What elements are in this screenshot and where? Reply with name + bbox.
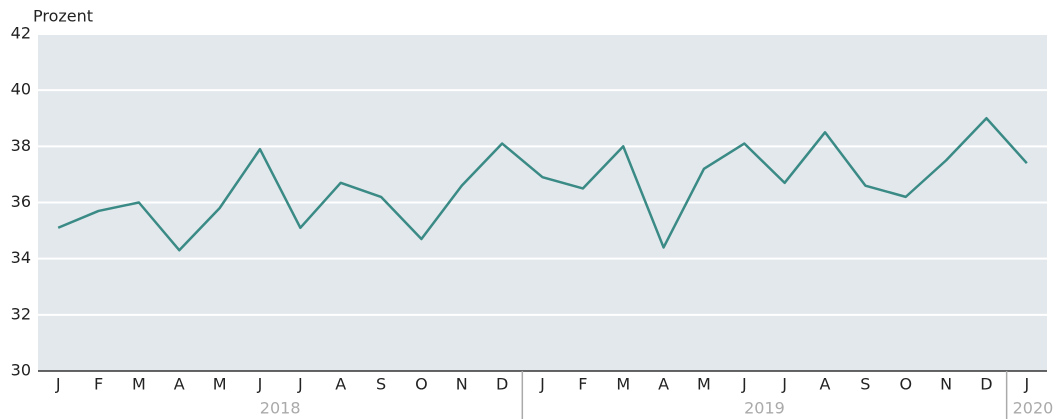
x-tick-label: S	[376, 375, 386, 394]
x-tick-label: A	[174, 375, 185, 394]
x-tick-label: N	[940, 375, 952, 394]
x-tick-label: D	[496, 375, 508, 394]
y-axis-label: Prozent	[33, 7, 93, 26]
y-tick-label: 36	[11, 192, 31, 211]
y-tick-label: 34	[11, 248, 31, 267]
y-tick-label: 30	[11, 361, 31, 380]
y-tick-label: 40	[11, 80, 31, 99]
x-tick-label: A	[658, 375, 669, 394]
y-tick-label: 42	[11, 24, 31, 43]
y-tick-label: 32	[11, 304, 31, 323]
x-tick-label: A	[820, 375, 831, 394]
x-tick-label: O	[899, 375, 912, 394]
x-tick-label: A	[335, 375, 346, 394]
x-tick-label: F	[94, 375, 103, 394]
x-tick-label: J	[741, 375, 747, 394]
x-tick-label: O	[415, 375, 428, 394]
x-tick-label: J	[1023, 375, 1029, 394]
x-tick-label: F	[578, 375, 587, 394]
x-tick-label: M	[616, 375, 630, 394]
x-tick-label: J	[55, 375, 61, 394]
x-tick-label: S	[860, 375, 870, 394]
x-tick-label: J	[257, 375, 263, 394]
x-tick-label: D	[980, 375, 992, 394]
year-label: 2020	[1013, 399, 1054, 418]
x-tick-label: M	[132, 375, 146, 394]
x-tick-label: J	[297, 375, 303, 394]
y-tick-label: 38	[11, 136, 31, 155]
year-label: 2018	[260, 399, 301, 418]
x-tick-label: M	[697, 375, 711, 394]
line	[57, 117, 1028, 252]
x-tick-label: N	[456, 375, 468, 394]
x-tick-label: J	[781, 375, 787, 394]
x-tick-label: J	[539, 375, 545, 394]
x-tick-label: M	[213, 375, 227, 394]
year-label: 2019	[744, 399, 785, 418]
